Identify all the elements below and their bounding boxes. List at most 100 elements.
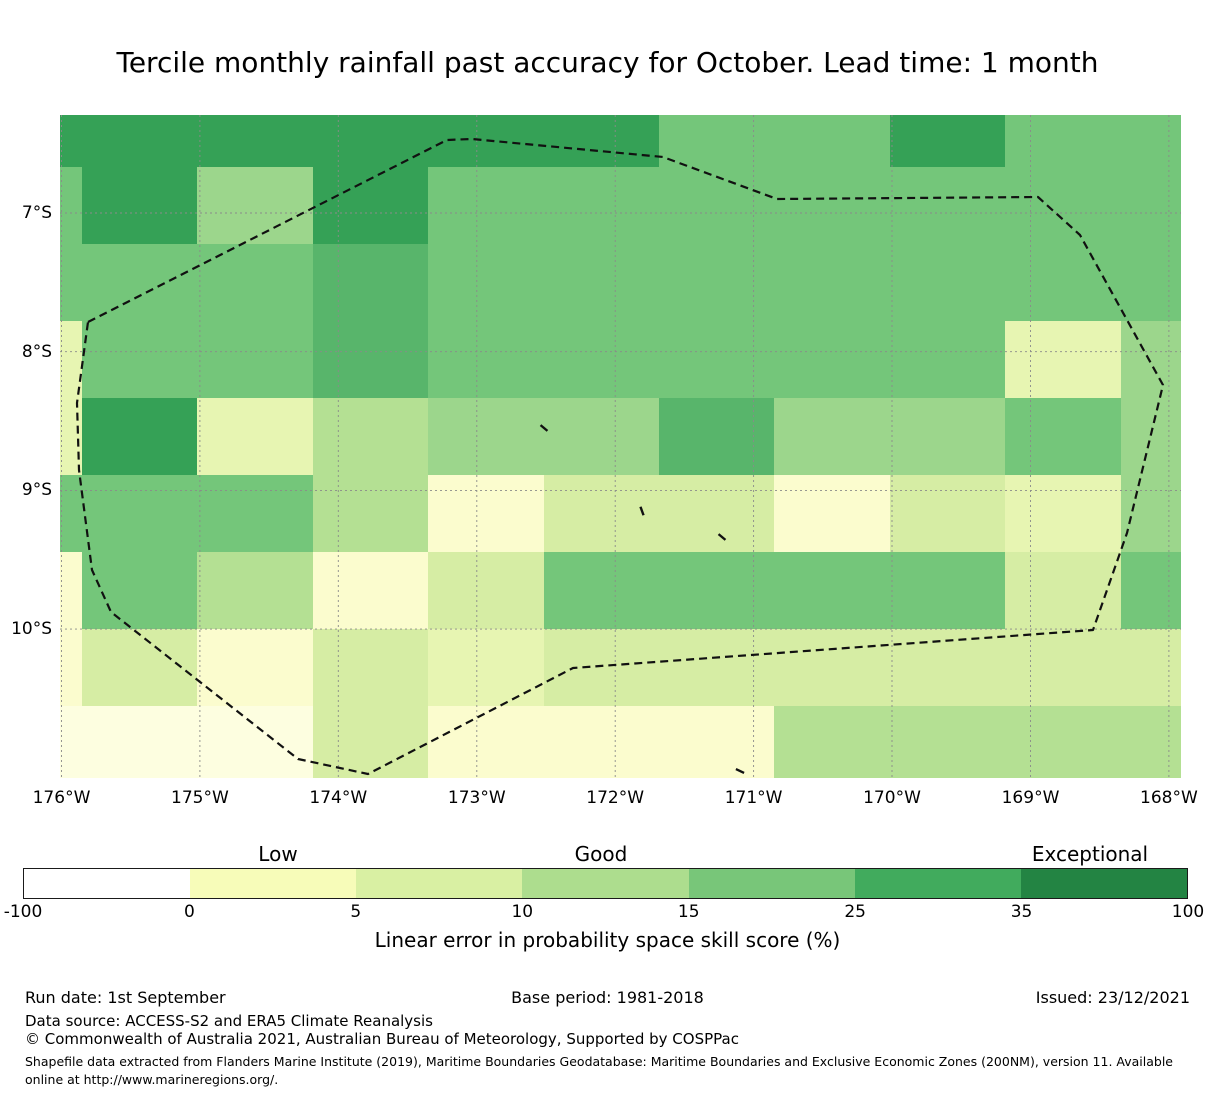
colorbar-category-label: Good — [574, 842, 628, 866]
grid-cell — [197, 706, 313, 778]
footer-copyright: © Commonwealth of Australia 2021, Austra… — [25, 1030, 739, 1048]
colorbar-tick-label: 100 — [1171, 902, 1205, 922]
grid-cell — [313, 706, 428, 778]
y-tick-label: 7°S — [21, 203, 52, 223]
grid-cell — [1005, 706, 1121, 778]
x-tick-label: 175°W — [171, 788, 229, 808]
grid-cell — [890, 115, 1005, 167]
grid-cell — [60, 244, 82, 321]
colorbar-tick-label: 10 — [511, 902, 534, 922]
grid-cell — [544, 244, 659, 321]
grid-cell — [774, 629, 890, 706]
grid-cell — [1005, 552, 1121, 629]
grid-cell — [659, 706, 774, 778]
grid-cell — [659, 552, 774, 629]
colorbar-tick-label: -100 — [3, 902, 43, 922]
grid-cell — [1121, 167, 1181, 244]
x-tick-label: 172°W — [586, 788, 645, 808]
grid-cell — [774, 706, 890, 778]
grid-cell — [659, 398, 774, 475]
colorbar-segment — [522, 869, 689, 898]
grid-cell — [774, 115, 890, 167]
grid-cell — [82, 244, 197, 321]
grid-cell — [428, 167, 544, 244]
grid-cell — [313, 115, 428, 167]
grid-cell — [82, 115, 197, 167]
grid-cell — [659, 475, 774, 552]
grid-cell — [544, 629, 659, 706]
grid-cell — [428, 552, 544, 629]
grid-cell — [313, 629, 428, 706]
grid-cell — [659, 321, 774, 398]
colorbar-segment — [356, 869, 523, 898]
footer-data-source: Data source: ACCESS-S2 and ERA5 Climate … — [25, 1012, 433, 1030]
chart-title: Tercile monthly rainfall past accuracy f… — [116, 46, 1099, 79]
y-tick-label: 8°S — [21, 341, 52, 362]
grid-cell — [82, 398, 197, 475]
grid-cell — [890, 398, 1005, 475]
grid-cell — [428, 398, 544, 475]
grid-cell — [197, 475, 313, 552]
x-tick-label: 176°W — [32, 788, 91, 808]
colorbar-tick-label: 5 — [350, 902, 362, 922]
grid-cell — [774, 167, 890, 244]
grid-cell — [60, 398, 82, 475]
grid-cell — [1005, 398, 1121, 475]
grid-cell — [890, 321, 1005, 398]
colorbar-segment — [190, 869, 357, 898]
grid-cell — [1121, 115, 1181, 167]
grid-cell — [1121, 706, 1181, 778]
grid-cell — [774, 475, 890, 552]
grid-cell — [1121, 552, 1181, 629]
grid-cell — [1005, 115, 1121, 167]
grid-cell — [544, 398, 659, 475]
grid-cell — [197, 115, 313, 167]
grid-cell — [60, 706, 82, 778]
grid-cell — [890, 706, 1005, 778]
footer-run-date: Run date: 1st September — [25, 988, 226, 1007]
grid-cell — [544, 475, 659, 552]
grid-cell — [659, 629, 774, 706]
grid-cell — [1121, 398, 1181, 475]
grid-cell — [890, 475, 1005, 552]
x-tick-label: 170°W — [863, 788, 921, 808]
x-tick-label: 174°W — [309, 788, 368, 808]
grid-cell — [1005, 167, 1121, 244]
grid-cell — [197, 398, 313, 475]
grid-cell — [197, 167, 313, 244]
grid-cell — [313, 475, 428, 552]
grid-cell — [544, 706, 659, 778]
grid-cell — [197, 321, 313, 398]
y-tick-label: 10°S — [11, 619, 52, 640]
grid-cell — [313, 167, 428, 244]
grid-cell — [774, 552, 890, 629]
grid-cell — [60, 475, 82, 552]
grid-cell — [544, 552, 659, 629]
grid-cell — [1005, 475, 1121, 552]
grid-cell — [544, 115, 659, 167]
footer-base-period: Base period: 1981-2018 — [511, 988, 704, 1007]
grid-cell — [60, 552, 82, 629]
grid-cell — [774, 321, 890, 398]
y-tick-label: 9°S — [21, 480, 52, 501]
grid-cell — [82, 706, 197, 778]
grid-cell — [60, 321, 82, 398]
grid-cell — [60, 167, 82, 244]
colorbar-tick-label: 35 — [1010, 902, 1033, 922]
x-tick-label: 173°W — [447, 788, 506, 808]
grid-cell — [82, 167, 197, 244]
grid-cell — [197, 244, 313, 321]
x-tick-label: 171°W — [724, 788, 783, 808]
grid-cell — [313, 321, 428, 398]
grid-cell — [82, 552, 197, 629]
grid-cell — [1121, 629, 1181, 706]
colorbar-segment — [854, 869, 1021, 898]
grid-cell — [313, 244, 428, 321]
grid-cell — [428, 244, 544, 321]
colorbar-segment — [1020, 869, 1187, 898]
grid-cell — [1005, 629, 1121, 706]
x-tick-label: 169°W — [1001, 788, 1060, 808]
grid-cell — [60, 115, 82, 167]
